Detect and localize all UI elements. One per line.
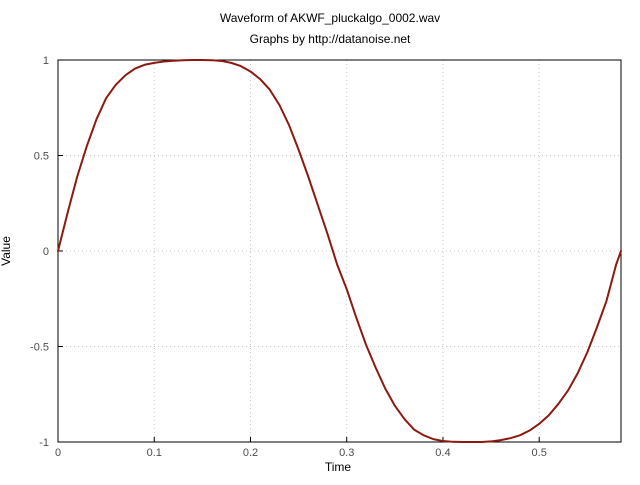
y-tick-label: -0.5 bbox=[30, 342, 49, 354]
y-tick-label: 0.5 bbox=[34, 151, 49, 163]
x-tick-label: 0 bbox=[55, 447, 61, 459]
x-tick-label: 0.5 bbox=[532, 447, 547, 459]
x-tick-label: 0.3 bbox=[339, 447, 354, 459]
y-tick-label: 1 bbox=[43, 55, 49, 67]
x-tick-label: 0.1 bbox=[147, 447, 162, 459]
x-tick-label: 0.4 bbox=[435, 447, 450, 459]
y-tick-label: -1 bbox=[39, 437, 49, 449]
chart-subtitle: Graphs by http://datanoise.net bbox=[250, 32, 411, 46]
axis-ticks: 0 0.1 0.2 0.3 0.4 0.5 1 0.5 0 -0.5 -1 bbox=[30, 55, 547, 459]
chart-title: Waveform of AKWF_pluckalgo_0002.wav bbox=[220, 11, 440, 25]
y-axis-label: Value bbox=[0, 236, 13, 266]
waveform-line bbox=[57, 59, 622, 443]
grid-lines bbox=[58, 60, 621, 442]
x-axis-label: Time bbox=[325, 460, 352, 474]
y-tick-label: 0 bbox=[43, 246, 49, 258]
x-tick-label: 0.2 bbox=[243, 447, 258, 459]
series-layer bbox=[57, 59, 622, 443]
